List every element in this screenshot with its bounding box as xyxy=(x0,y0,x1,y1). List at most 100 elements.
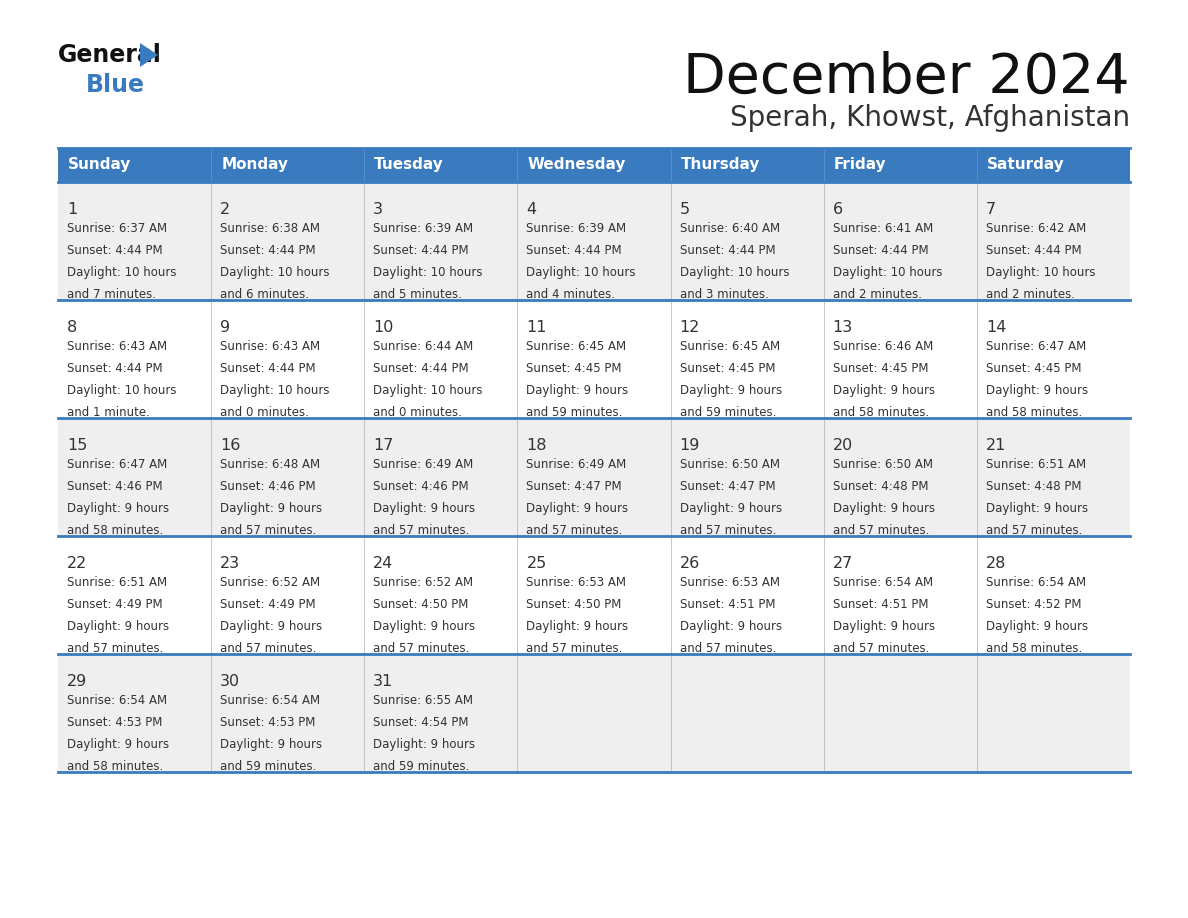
Text: and 58 minutes.: and 58 minutes. xyxy=(833,406,929,419)
Bar xyxy=(58,654,1130,772)
Text: Sunset: 4:45 PM: Sunset: 4:45 PM xyxy=(526,362,623,375)
Text: Sunset: 4:47 PM: Sunset: 4:47 PM xyxy=(680,480,776,493)
Text: 20: 20 xyxy=(833,438,853,453)
Bar xyxy=(58,148,211,182)
Bar xyxy=(670,148,823,182)
Text: and 58 minutes.: and 58 minutes. xyxy=(67,760,163,773)
Text: Sunrise: 6:39 AM: Sunrise: 6:39 AM xyxy=(526,222,626,235)
Text: Daylight: 10 hours: Daylight: 10 hours xyxy=(833,266,942,279)
Text: Sunrise: 6:54 AM: Sunrise: 6:54 AM xyxy=(986,576,1086,589)
Text: Sunset: 4:53 PM: Sunset: 4:53 PM xyxy=(220,716,316,729)
Text: Daylight: 9 hours: Daylight: 9 hours xyxy=(220,738,322,751)
Text: 3: 3 xyxy=(373,202,384,217)
Text: Sunrise: 6:55 AM: Sunrise: 6:55 AM xyxy=(373,694,473,707)
Text: 29: 29 xyxy=(67,674,87,689)
Text: Sunset: 4:45 PM: Sunset: 4:45 PM xyxy=(986,362,1081,375)
Text: Sunrise: 6:40 AM: Sunrise: 6:40 AM xyxy=(680,222,779,235)
Text: and 57 minutes.: and 57 minutes. xyxy=(680,524,776,537)
Text: and 57 minutes.: and 57 minutes. xyxy=(986,524,1082,537)
Text: Sunrise: 6:45 AM: Sunrise: 6:45 AM xyxy=(680,340,779,353)
Text: Daylight: 9 hours: Daylight: 9 hours xyxy=(526,384,628,397)
Text: Daylight: 9 hours: Daylight: 9 hours xyxy=(526,502,628,515)
Text: 6: 6 xyxy=(833,202,842,217)
Text: 22: 22 xyxy=(67,556,87,571)
Text: Sunrise: 6:43 AM: Sunrise: 6:43 AM xyxy=(67,340,168,353)
Text: Daylight: 10 hours: Daylight: 10 hours xyxy=(220,266,329,279)
Text: and 57 minutes.: and 57 minutes. xyxy=(526,524,623,537)
Bar xyxy=(977,148,1130,182)
Text: Daylight: 9 hours: Daylight: 9 hours xyxy=(67,620,169,633)
Text: Sunset: 4:46 PM: Sunset: 4:46 PM xyxy=(373,480,469,493)
Text: and 3 minutes.: and 3 minutes. xyxy=(680,288,769,301)
Text: Daylight: 10 hours: Daylight: 10 hours xyxy=(67,384,177,397)
Text: Daylight: 9 hours: Daylight: 9 hours xyxy=(373,738,475,751)
Text: Sunset: 4:53 PM: Sunset: 4:53 PM xyxy=(67,716,163,729)
Text: 12: 12 xyxy=(680,320,700,335)
Text: Sunrise: 6:53 AM: Sunrise: 6:53 AM xyxy=(526,576,626,589)
Text: Sunset: 4:49 PM: Sunset: 4:49 PM xyxy=(67,598,163,611)
Text: Sunrise: 6:49 AM: Sunrise: 6:49 AM xyxy=(526,458,627,471)
Text: Sunset: 4:46 PM: Sunset: 4:46 PM xyxy=(67,480,163,493)
Text: Sunset: 4:44 PM: Sunset: 4:44 PM xyxy=(373,244,469,257)
Text: Daylight: 9 hours: Daylight: 9 hours xyxy=(986,620,1088,633)
Text: Daylight: 10 hours: Daylight: 10 hours xyxy=(373,384,482,397)
Text: Sunset: 4:49 PM: Sunset: 4:49 PM xyxy=(220,598,316,611)
Text: Sunset: 4:44 PM: Sunset: 4:44 PM xyxy=(220,362,316,375)
Text: and 0 minutes.: and 0 minutes. xyxy=(220,406,309,419)
Text: Sunrise: 6:47 AM: Sunrise: 6:47 AM xyxy=(986,340,1086,353)
Text: 21: 21 xyxy=(986,438,1006,453)
Text: Sunrise: 6:48 AM: Sunrise: 6:48 AM xyxy=(220,458,321,471)
Text: and 57 minutes.: and 57 minutes. xyxy=(833,524,929,537)
Text: 28: 28 xyxy=(986,556,1006,571)
Text: Sunrise: 6:39 AM: Sunrise: 6:39 AM xyxy=(373,222,473,235)
Text: Sunset: 4:45 PM: Sunset: 4:45 PM xyxy=(680,362,775,375)
Bar xyxy=(58,300,1130,418)
Text: 18: 18 xyxy=(526,438,546,453)
Text: 16: 16 xyxy=(220,438,240,453)
Text: Sunset: 4:44 PM: Sunset: 4:44 PM xyxy=(67,362,163,375)
Text: Sunset: 4:52 PM: Sunset: 4:52 PM xyxy=(986,598,1081,611)
Text: Daylight: 9 hours: Daylight: 9 hours xyxy=(986,384,1088,397)
Text: Sunset: 4:44 PM: Sunset: 4:44 PM xyxy=(526,244,623,257)
Text: Sunset: 4:44 PM: Sunset: 4:44 PM xyxy=(680,244,776,257)
Text: 19: 19 xyxy=(680,438,700,453)
Text: 30: 30 xyxy=(220,674,240,689)
Text: and 2 minutes.: and 2 minutes. xyxy=(833,288,922,301)
Text: Daylight: 9 hours: Daylight: 9 hours xyxy=(220,502,322,515)
Text: 24: 24 xyxy=(373,556,393,571)
Text: and 59 minutes.: and 59 minutes. xyxy=(373,760,469,773)
Text: and 58 minutes.: and 58 minutes. xyxy=(986,406,1082,419)
Bar xyxy=(58,536,1130,654)
Bar xyxy=(823,148,977,182)
Bar xyxy=(365,148,518,182)
Text: Friday: Friday xyxy=(834,158,886,173)
Text: and 2 minutes.: and 2 minutes. xyxy=(986,288,1075,301)
Text: and 58 minutes.: and 58 minutes. xyxy=(67,524,163,537)
Text: Sunrise: 6:42 AM: Sunrise: 6:42 AM xyxy=(986,222,1086,235)
Text: General: General xyxy=(58,43,162,67)
Text: Sunrise: 6:43 AM: Sunrise: 6:43 AM xyxy=(220,340,321,353)
Text: 31: 31 xyxy=(373,674,393,689)
Text: Sunday: Sunday xyxy=(68,158,132,173)
Text: and 57 minutes.: and 57 minutes. xyxy=(220,642,316,655)
Bar xyxy=(518,148,670,182)
Text: Sunrise: 6:54 AM: Sunrise: 6:54 AM xyxy=(67,694,168,707)
Text: Daylight: 10 hours: Daylight: 10 hours xyxy=(986,266,1095,279)
Text: Sunset: 4:50 PM: Sunset: 4:50 PM xyxy=(526,598,621,611)
Text: and 6 minutes.: and 6 minutes. xyxy=(220,288,309,301)
Text: and 1 minute.: and 1 minute. xyxy=(67,406,150,419)
Text: and 57 minutes.: and 57 minutes. xyxy=(220,524,316,537)
Bar xyxy=(58,182,1130,300)
Text: Sunset: 4:44 PM: Sunset: 4:44 PM xyxy=(67,244,163,257)
Text: Daylight: 9 hours: Daylight: 9 hours xyxy=(680,384,782,397)
Text: Daylight: 10 hours: Daylight: 10 hours xyxy=(680,266,789,279)
Text: Tuesday: Tuesday xyxy=(374,158,444,173)
Text: 26: 26 xyxy=(680,556,700,571)
Text: and 57 minutes.: and 57 minutes. xyxy=(680,642,776,655)
Text: Daylight: 10 hours: Daylight: 10 hours xyxy=(526,266,636,279)
Text: 23: 23 xyxy=(220,556,240,571)
Text: Daylight: 9 hours: Daylight: 9 hours xyxy=(833,502,935,515)
Text: 15: 15 xyxy=(67,438,88,453)
Text: and 4 minutes.: and 4 minutes. xyxy=(526,288,615,301)
Text: and 57 minutes.: and 57 minutes. xyxy=(67,642,164,655)
